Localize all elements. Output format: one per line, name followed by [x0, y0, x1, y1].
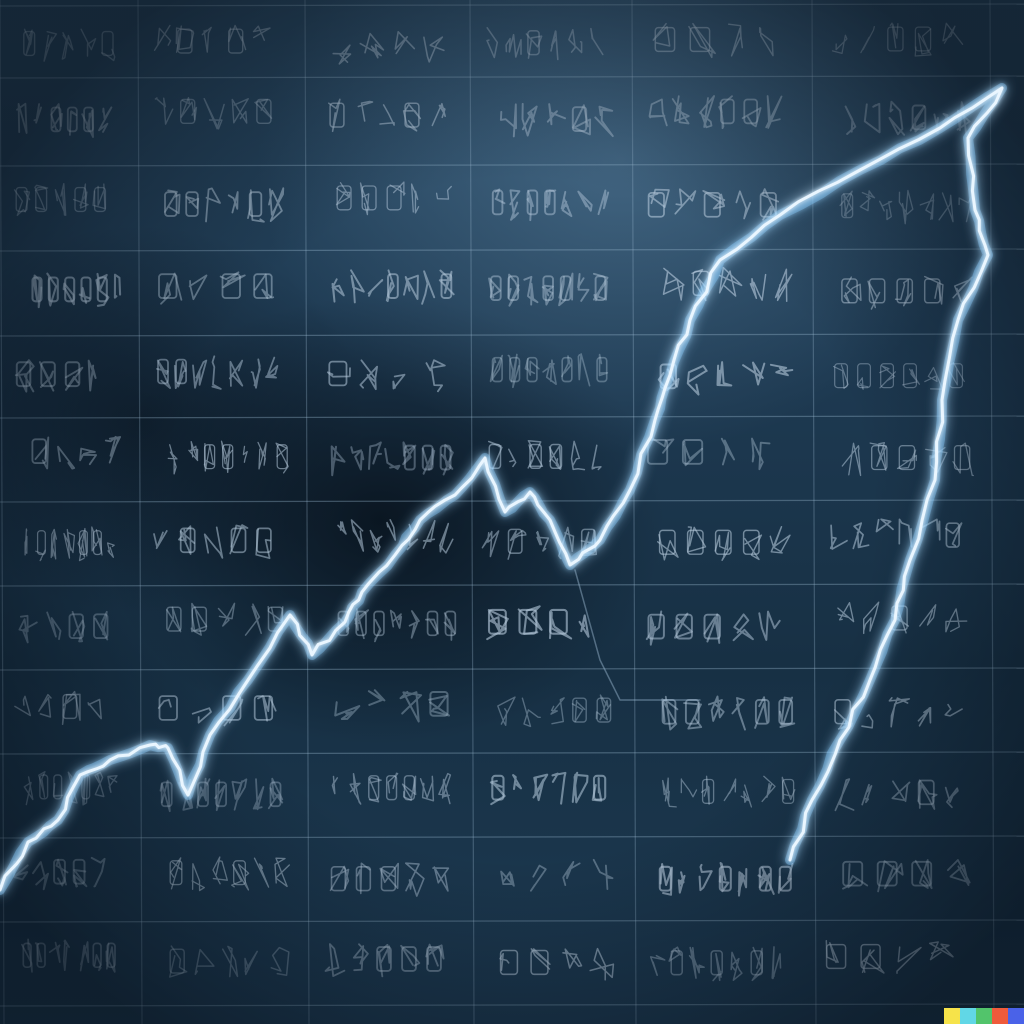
- trend-line-core: [0, 86, 1004, 892]
- line-layer: [0, 83, 1007, 895]
- faint-support-line: [574, 569, 701, 701]
- trend-line-halo: [0, 83, 1007, 895]
- watermark-swatch: [944, 1008, 960, 1024]
- color-strip-watermark: [944, 1008, 1024, 1024]
- watermark-swatch: [992, 1008, 1008, 1024]
- watermark-swatch: [1008, 1008, 1024, 1024]
- watermark-swatch: [976, 1008, 992, 1024]
- watermark-swatch: [960, 1008, 976, 1024]
